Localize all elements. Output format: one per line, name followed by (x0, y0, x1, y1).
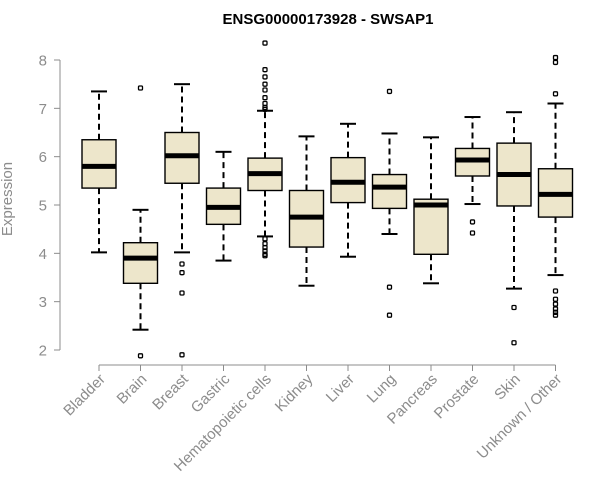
outlier-point (552, 301, 559, 307)
outlier-point (137, 353, 144, 359)
box-unknown-other (537, 54, 574, 318)
outlier-point (552, 296, 559, 302)
outlier-point (552, 54, 559, 61)
outlier-point (262, 87, 268, 93)
box-brain (122, 85, 159, 359)
box-breast (164, 83, 200, 358)
box-hematopoietic-cells (247, 40, 283, 259)
x-tick-label: Kidney (272, 370, 317, 415)
outlier-point (262, 40, 268, 46)
outlier-point (552, 59, 559, 66)
chart-title: ENSG00000173928 - SWSAP1 (223, 11, 434, 28)
outlier-point (262, 74, 268, 80)
y-axis-label: Expression (0, 162, 16, 236)
outlier-point (262, 106, 268, 112)
iqr-box (413, 198, 449, 255)
y-tick-label: 3 (39, 294, 47, 311)
outlier-point (386, 284, 393, 290)
x-tick-label: Bladder (60, 371, 109, 420)
outlier-point (262, 236, 268, 242)
box-kidney (288, 135, 325, 287)
box-liver (330, 122, 366, 258)
box-pancreas (413, 136, 449, 285)
y-tick-label: 2 (39, 343, 47, 360)
outlier-point (386, 88, 393, 95)
outlier-point (386, 312, 393, 318)
box-prostate (454, 116, 491, 236)
outlier-point (137, 85, 144, 91)
y-tick-label: 8 (39, 53, 47, 70)
outlier-point (179, 270, 185, 276)
y-tick-label: 4 (39, 246, 47, 263)
box-lung (371, 88, 408, 318)
outlier-point (262, 67, 268, 73)
outlier-point (179, 290, 185, 296)
outlier-point (262, 81, 268, 87)
x-tick-label: Breast (149, 370, 192, 413)
outlier-point (469, 219, 476, 225)
iqr-box (371, 173, 408, 210)
x-tick-label: Lung (364, 371, 400, 407)
x-tick-label: Prostate (431, 371, 483, 423)
x-tick-label: Liver (323, 371, 358, 406)
boxes-group (81, 40, 574, 359)
outlier-point (179, 352, 185, 358)
y-axis: 2 3 4 5 6 7 8 (39, 53, 61, 360)
box-skin (496, 111, 532, 346)
y-tick-label: 6 (39, 149, 47, 166)
x-axis (98, 364, 556, 371)
outlier-point (552, 312, 559, 318)
y-tick-label: 5 (39, 198, 47, 215)
x-tick-label: Skin (491, 371, 524, 404)
box-bladder (81, 90, 117, 254)
outlier-point (552, 309, 559, 315)
outlier-point (179, 261, 185, 267)
outlier-point (552, 288, 559, 294)
outlier-point (552, 91, 559, 97)
outlier-point (511, 304, 517, 311)
y-tick-label: 7 (39, 101, 47, 118)
iqr-box (122, 241, 159, 284)
outlier-point (511, 340, 517, 346)
outlier-point (469, 230, 476, 236)
outlier-point (262, 95, 268, 101)
x-tick-label: Brain (114, 371, 151, 408)
outlier-point (262, 253, 268, 259)
box-gastric (205, 150, 242, 262)
